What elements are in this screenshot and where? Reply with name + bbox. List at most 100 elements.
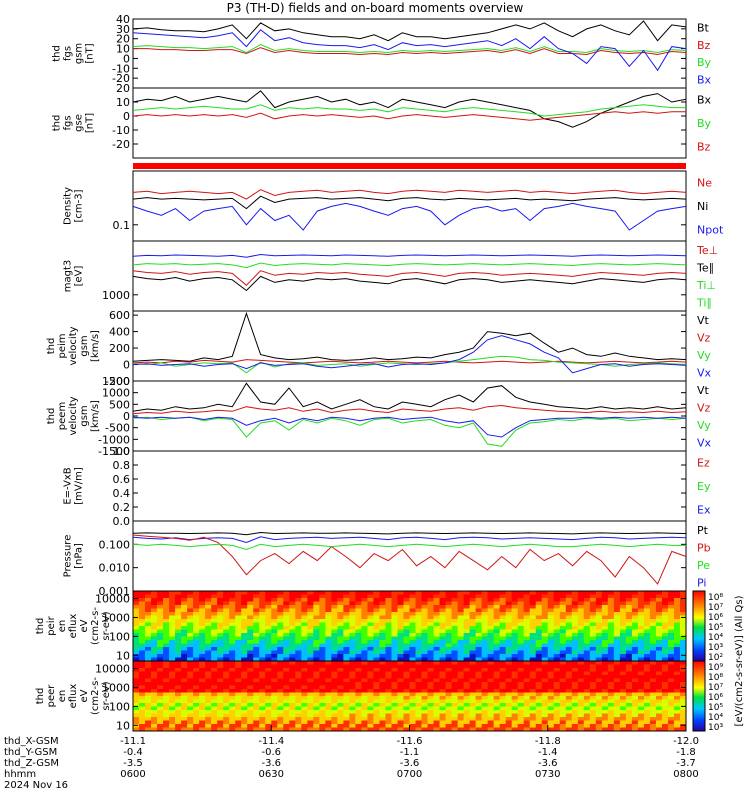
spectrogram-cell	[397, 591, 404, 595]
spectrogram-cell	[193, 685, 200, 690]
spectrogram-cell	[259, 594, 266, 599]
spectrogram-cell	[601, 675, 609, 679]
spectrogram-cell	[229, 612, 236, 616]
spectrogram-cell	[439, 605, 446, 609]
spectrogram-cell	[199, 671, 206, 676]
spectrogram-cell	[631, 612, 639, 616]
spectrogram-cell	[637, 601, 645, 606]
spectrogram-cell	[409, 706, 416, 711]
spectrogram-cell	[145, 654, 152, 658]
spectrogram-cell	[247, 724, 254, 728]
x-tick-label: -1.4	[538, 747, 558, 758]
spectrogram-cell	[169, 654, 176, 658]
spectrogram-cell	[607, 633, 615, 637]
spectrogram-cell	[145, 675, 152, 679]
spectrogram-cell	[451, 629, 458, 634]
spectrogram-cell	[583, 629, 591, 634]
spectrogram-cell	[271, 650, 278, 655]
y-tick-label: -10	[112, 124, 130, 137]
spectrogram-cell	[445, 678, 452, 683]
spectrogram-cell	[271, 608, 278, 613]
spectrogram-cell	[397, 675, 404, 679]
spectrogram-cell	[187, 612, 194, 616]
spectrogram-cell	[331, 664, 338, 669]
spectrogram-cell	[277, 657, 284, 662]
spectrogram-cell	[457, 626, 464, 630]
spectrogram-cell	[529, 682, 537, 686]
spectrogram-cell	[151, 640, 158, 644]
spectrogram-cell	[493, 633, 501, 637]
spectrogram-cell	[145, 640, 152, 644]
spectrogram-cell	[205, 717, 212, 721]
y-axis-label-line: E=-VxB	[63, 467, 74, 504]
x-tick-label: 0600	[120, 769, 145, 780]
spectrogram-cell	[631, 661, 639, 665]
spectrogram-cell	[145, 608, 152, 613]
spectrogram-cell	[493, 692, 501, 697]
spectrogram-cell	[607, 682, 615, 686]
spectrogram-cell	[265, 720, 272, 725]
spectrogram-cell	[481, 696, 489, 700]
spectrogram-cell	[403, 724, 410, 728]
spectrogram-cell	[367, 682, 374, 686]
spectrogram-cell	[529, 643, 537, 648]
spectrogram-cell	[565, 633, 573, 637]
spectrogram-cell	[331, 724, 338, 728]
spectrogram-cell	[595, 664, 603, 669]
spectrogram-cell	[589, 706, 597, 711]
spectrogram-cell	[283, 696, 290, 700]
spectrogram-cell	[613, 594, 621, 599]
spectrogram-cell	[475, 615, 483, 620]
spectrogram-cell	[367, 671, 374, 676]
spectrogram-cell	[667, 675, 675, 679]
spectrogram-cell	[595, 696, 603, 700]
spectrogram-cell	[223, 633, 230, 637]
spectrogram-cell	[523, 636, 531, 641]
spectrogram-cell	[583, 706, 591, 711]
spectrogram-cell	[577, 594, 585, 599]
spectrogram-cell	[217, 633, 224, 637]
spectrogram-cell	[655, 591, 663, 595]
spectrogram-cell	[451, 626, 458, 630]
spectrogram-cell	[481, 706, 489, 711]
spectrogram-cell	[643, 633, 651, 637]
spectrogram-cell	[211, 608, 218, 613]
spectrogram-cell	[379, 598, 386, 602]
spectrogram-cell	[457, 671, 464, 676]
spectrogram-cell	[631, 696, 639, 700]
y-axis-label: Density [cm-3]	[63, 187, 85, 225]
spectrogram-cell	[403, 717, 410, 721]
spectrogram-cell	[139, 657, 146, 662]
spectrogram-cell	[355, 622, 362, 627]
spectrogram-cell	[643, 643, 651, 648]
spectrogram-cell	[445, 668, 452, 672]
spectrogram-cell	[169, 640, 176, 644]
series-line-Bz	[133, 47, 687, 56]
spectrogram-cell	[139, 713, 146, 718]
spectrogram-cell	[427, 650, 434, 655]
spectrogram-cell	[307, 650, 314, 655]
spectrogram-cell	[343, 594, 350, 599]
spectrogram-cell	[169, 650, 176, 655]
spectrogram-cell	[175, 692, 182, 697]
spectrogram-cell	[205, 668, 212, 672]
spectrogram-cell	[307, 636, 314, 641]
spectrogram-cell	[469, 608, 477, 613]
spectrogram-cell	[649, 720, 657, 725]
spectrogram-cell	[469, 643, 477, 648]
y-tick-label: 0.8	[113, 459, 131, 472]
spectrogram-cell	[433, 720, 440, 725]
spectrogram-cell	[343, 727, 350, 732]
spectrogram-cell	[337, 678, 344, 683]
spectrogram-cell	[613, 629, 621, 634]
spectrogram-cell	[157, 689, 164, 693]
spectrogram-cell	[541, 671, 549, 676]
spectrogram-cell	[277, 682, 284, 686]
spectrogram-cell	[553, 608, 561, 613]
spectrogram-cell	[223, 727, 230, 732]
spectrogram-cell	[601, 601, 609, 606]
spectrogram-cell	[601, 636, 609, 641]
spectrogram-cell	[589, 657, 597, 662]
spectrogram-cell	[493, 710, 501, 714]
spectrogram-cell	[457, 678, 464, 683]
